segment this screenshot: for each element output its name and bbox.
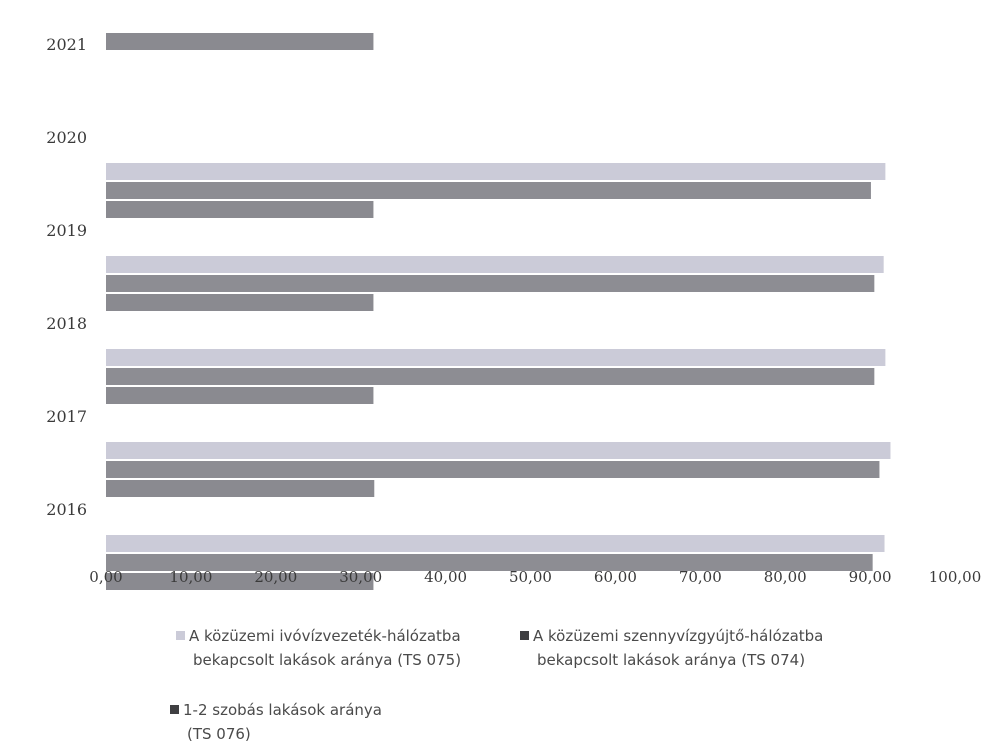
bar-2017-series-2 (106, 461, 880, 478)
legend-label-ts075-line1: A közüzemi ivóvízvezeték-hálózatba (189, 627, 461, 645)
x-tick-label: 20,00 (254, 568, 297, 586)
y-tick-label: 2016 (46, 500, 87, 519)
legend-label-ts075-line2: bekapcsolt lakások aránya (TS 075) (193, 651, 462, 669)
x-tick-label: 30,00 (339, 568, 382, 586)
legend-label-ts074-line1: A közüzemi szennyvízgyújtő-hálózatba (533, 627, 824, 645)
y-tick-label: 2021 (46, 35, 87, 54)
x-tick-label: 40,00 (424, 568, 467, 586)
bar-2020-series-1 (106, 163, 886, 180)
x-tick-label: 60,00 (594, 568, 637, 586)
legend-label-ts076-line1: 1-2 szobás lakások aránya (183, 701, 382, 719)
legend-label-ts074-line2: bekapcsolt lakások aránya (TS 074) (537, 651, 806, 669)
bar-2021-series-3 (106, 33, 374, 50)
bar-2017-series-3 (106, 480, 375, 497)
bar-2017-series-1 (106, 442, 891, 459)
bar-2019-series-3 (106, 294, 374, 311)
bar-2019-series-1 (106, 256, 884, 273)
bar-2019-series-2 (106, 275, 875, 292)
chart: 2021 2020 2019 2018 2017 2016 0,00 10,00 20,00 30… (46, 33, 982, 590)
bar-2020-series-3 (106, 201, 374, 218)
legend-item-ts074: A közüzemi szennyvízgyújtő-hálózatba bek… (520, 624, 823, 672)
bar-2016-series-3 (106, 573, 374, 590)
bar-2016-series-2 (106, 554, 873, 571)
legend-swatch-icon (520, 631, 529, 640)
y-tick-label: 2020 (46, 128, 87, 147)
x-tick-label: 90,00 (849, 568, 892, 586)
bar-2018-series-1 (106, 349, 886, 366)
x-tick-label: 70,00 (679, 568, 722, 586)
x-tick-label: 50,00 (509, 568, 552, 586)
x-tick-label: 0,00 (89, 568, 122, 586)
legend-swatch-icon (176, 631, 185, 640)
x-tick-label: 100,00 (929, 568, 982, 586)
legend-label-ts076-line2: (TS 076) (187, 725, 251, 743)
x-tick-label: 80,00 (764, 568, 807, 586)
y-tick-label: 2018 (46, 314, 87, 333)
legend-item-ts075: A közüzemi ivóvízvezeték-hálózatba bekap… (176, 624, 461, 672)
legend-item-ts076: 1-2 szobás lakások aránya (TS 076) (170, 698, 382, 746)
x-tick-label: 10,00 (169, 568, 212, 586)
bar-2020-series-2 (106, 182, 871, 199)
bar-2018-series-2 (106, 368, 875, 385)
y-tick-label: 2019 (46, 221, 87, 240)
bar-2016-series-1 (106, 535, 885, 552)
legend-swatch-icon (170, 705, 179, 714)
y-tick-label: 2017 (46, 407, 87, 426)
bar-2018-series-3 (106, 387, 374, 404)
